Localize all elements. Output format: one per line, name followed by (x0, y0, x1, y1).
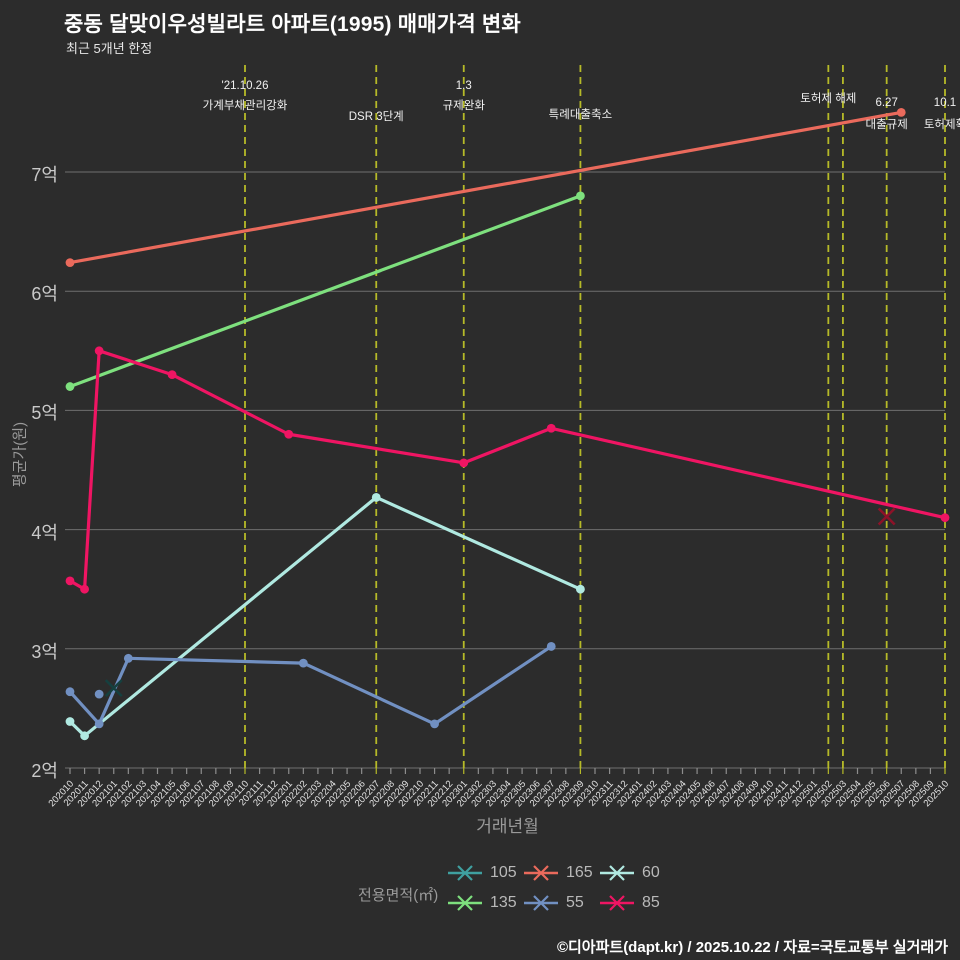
x-axis-title: 거래년월 (476, 817, 539, 836)
legend-item-55[interactable]: 55 (524, 892, 600, 914)
series-line-55[interactable] (68, 644, 553, 726)
legend-marker-icon (600, 895, 634, 911)
y-tick-label: 4억 (31, 522, 58, 543)
event-label: 1.3 (455, 80, 472, 92)
legend-item-165[interactable]: 165 (524, 862, 600, 884)
series-point-55[interactable] (430, 719, 439, 729)
event-label: 규제완화 (442, 100, 485, 112)
series-line-165[interactable] (68, 110, 903, 265)
legend-item-85[interactable]: 85 (600, 892, 676, 914)
series-xpoint-85[interactable] (877, 507, 896, 526)
series-point-85[interactable] (940, 513, 950, 523)
legend-item-105[interactable]: 105 (448, 862, 524, 884)
y-tick-label: 2억 (31, 761, 58, 781)
legend-item-label: 85 (642, 894, 660, 911)
series-xpoint-105[interactable] (104, 679, 123, 698)
event-label: 토허제 해제 (800, 93, 857, 105)
event-label: 가계부채관리강화 (202, 100, 288, 112)
legend-item-135[interactable]: 135 (448, 892, 524, 914)
series-line-135[interactable] (68, 194, 583, 389)
series-point-55[interactable] (546, 642, 556, 651)
series-point-135[interactable] (65, 382, 75, 391)
series-point-55[interactable] (94, 689, 104, 699)
series-point-85[interactable] (459, 458, 469, 468)
series-point-165[interactable] (65, 258, 75, 267)
legend-title: 전용면적(㎡) (358, 887, 439, 904)
legend-item-label: 60 (642, 864, 660, 881)
legend: 전용면적(㎡) 105 165 60 135 55 85 (0, 860, 960, 924)
series-point-55[interactable] (65, 687, 75, 697)
series-point-165[interactable] (896, 108, 906, 117)
series-point-55[interactable] (123, 653, 133, 663)
series-point-135[interactable] (576, 191, 585, 201)
credit-footer: ©디아파트(dapt.kr) / 2025.10.22 / 자료=국토교통부 실… (556, 939, 948, 956)
event-label: 6.27 (875, 97, 898, 109)
series-point-85[interactable] (80, 584, 89, 594)
chart-subtitle: 최근 5개년 한정 (66, 41, 153, 56)
event-label: DSR 3단계 (348, 111, 404, 123)
series-line-60[interactable] (68, 495, 583, 738)
legend-marker-icon (600, 865, 634, 881)
series-point-55[interactable] (298, 658, 308, 668)
y-tick-label: 3억 (31, 641, 58, 662)
series-point-60[interactable] (80, 731, 89, 741)
series-point-85[interactable] (284, 429, 294, 439)
y-tick-label: 7억 (31, 165, 58, 185)
legend-item-label: 55 (566, 894, 584, 911)
series-point-60[interactable] (65, 717, 75, 726)
legend-marker-icon (448, 895, 482, 911)
event-label: 10.1 (933, 97, 957, 109)
legend-marker-icon (524, 895, 558, 911)
series-point-85[interactable] (546, 423, 556, 433)
series-point-85[interactable] (65, 576, 75, 586)
event-label: '21.10.26 (221, 80, 269, 92)
legend-item-label: 165 (566, 864, 593, 881)
legend-items: 105 165 60 135 55 85 (448, 862, 676, 914)
chart-title: 중동 달맞이우성빌라트 아파트(1995) 매매가격 변화 (64, 13, 521, 36)
legend-item-label: 135 (490, 894, 517, 911)
event-label: 대출규제 (865, 119, 908, 131)
legend-item-60[interactable]: 60 (600, 862, 676, 884)
legend-marker-icon (448, 865, 482, 881)
series-point-60[interactable] (371, 493, 381, 502)
series-line-85[interactable] (68, 349, 947, 591)
series-point-85[interactable] (167, 370, 177, 380)
series-point-60[interactable] (576, 584, 585, 594)
event-label: 특례대출축소 (548, 109, 613, 121)
series-point-55[interactable] (94, 719, 104, 729)
event-label: 토허제확 (923, 119, 960, 131)
legend-item-label: 105 (490, 864, 517, 881)
y-tick-label: 5억 (31, 403, 58, 424)
series-point-85[interactable] (94, 346, 104, 356)
y-tick-label: 6억 (31, 284, 58, 305)
legend-marker-icon (524, 865, 558, 881)
